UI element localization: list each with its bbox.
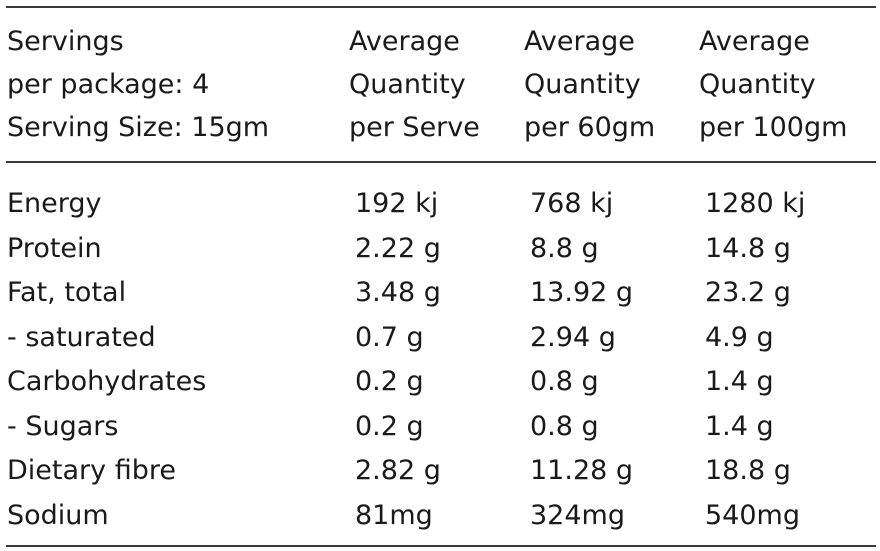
header-per-100gm: Average Quantity per 100gm: [699, 20, 847, 149]
table-row: Protein 2.22 g 8.8 g 14.8 g: [0, 227, 880, 272]
per-100gm-value: 4.9 g: [705, 321, 774, 353]
header-per-100gm-line: per 100gm: [699, 112, 848, 143]
table-header: Servings per package: 4 Serving Size: 15…: [0, 20, 880, 155]
nutrient-label: Sodium: [7, 499, 109, 531]
header-per-serve-line: Quantity: [349, 69, 466, 100]
header-servings: Servings per package: 4 Serving Size: 15…: [7, 20, 269, 149]
table-bottom-rule: [6, 545, 876, 547]
table-row: Energy 192 kj 768 kj 1280 kj: [0, 182, 880, 227]
header-per-60gm-line: per 60gm: [524, 112, 656, 143]
per-serve-value: 0.2 g: [355, 410, 424, 442]
per-100gm-value: 540mg: [705, 499, 800, 531]
per-100gm-value: 1.4 g: [705, 366, 774, 397]
header-divider-rule: [6, 161, 876, 163]
per-60gm-value: 11.28 g: [530, 455, 634, 486]
nutrient-label: Fat, total: [7, 277, 127, 308]
header-per-60gm-line: Average: [524, 26, 635, 57]
per-serve-value: 2.82 g: [355, 455, 441, 486]
nutrient-label: Carbohydrates: [7, 366, 207, 397]
per-serve-value: 0.7 g: [355, 321, 424, 353]
table-row: Sodium 81mg 324mg 540mg: [0, 494, 880, 539]
header-per-60gm: Average Quantity per 60gm: [524, 20, 655, 149]
per-serve-value: 3.48 g: [355, 277, 441, 308]
table-top-rule: [6, 6, 876, 8]
table-row: - saturated 0.7 g 2.94 g 4.9 g: [0, 316, 880, 361]
header-per-serve-line: per Serve: [349, 112, 480, 143]
table-row: - Sugars 0.2 g 0.8 g 1.4 g: [0, 405, 880, 450]
per-100gm-value: 14.8 g: [705, 232, 791, 264]
per-100gm-value: 23.2 g: [705, 277, 791, 308]
per-serve-value: 2.22 g: [355, 232, 441, 264]
per-serve-value: 192 kj: [355, 188, 439, 219]
per-100gm-value: 18.8 g: [705, 455, 791, 486]
nutrient-label: Dietary fibre: [7, 455, 176, 486]
nutrient-label: Protein: [7, 232, 102, 264]
per-60gm-value: 8.8 g: [530, 232, 599, 264]
per-60gm-value: 0.8 g: [530, 410, 599, 442]
per-serve-value: 81mg: [355, 499, 433, 531]
per-60gm-value: 324mg: [530, 499, 625, 531]
table-row: Dietary fibre 2.82 g 11.28 g 18.8 g: [0, 449, 880, 494]
header-per-100gm-line: Average: [699, 26, 810, 57]
per-60gm-value: 13.92 g: [530, 277, 634, 308]
per-100gm-value: 1.4 g: [705, 410, 774, 442]
nutrient-label: - saturated: [7, 321, 156, 353]
table-body: Energy 192 kj 768 kj 1280 kj Protein 2.2…: [0, 182, 880, 538]
header-per-100gm-line: Quantity: [699, 69, 816, 100]
per-60gm-value: 768 kj: [530, 188, 614, 219]
header-servings-line: Serving Size: 15gm: [7, 112, 270, 143]
table-row: Fat, total 3.48 g 13.92 g 23.2 g: [0, 271, 880, 316]
header-servings-line: Servings: [7, 26, 124, 57]
header-servings-line: per package: 4: [7, 69, 210, 100]
per-60gm-value: 0.8 g: [530, 366, 599, 397]
header-per-serve: Average Quantity per Serve: [349, 20, 480, 149]
nutrient-label: Energy: [7, 188, 102, 219]
per-60gm-value: 2.94 g: [530, 321, 616, 353]
header-per-60gm-line: Quantity: [524, 69, 641, 100]
table-row: Carbohydrates 0.2 g 0.8 g 1.4 g: [0, 360, 880, 405]
per-100gm-value: 1280 kj: [705, 188, 806, 219]
nutrient-label: - Sugars: [7, 410, 119, 442]
per-serve-value: 0.2 g: [355, 366, 424, 397]
header-per-serve-line: Average: [349, 26, 460, 57]
